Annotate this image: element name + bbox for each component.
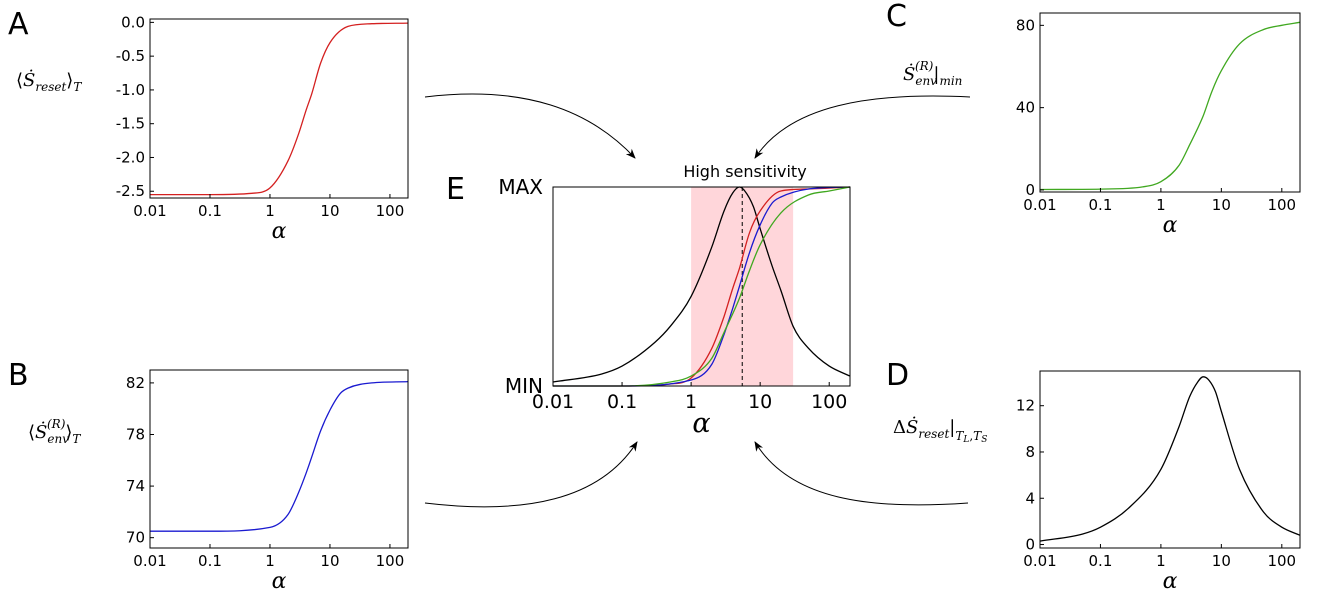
x-tick-label: 0.1 <box>1089 552 1113 570</box>
x-axis-label: α <box>692 408 710 439</box>
x-tick-label: 10 <box>1212 196 1231 214</box>
x-tick-label: 10 <box>320 202 339 220</box>
x-tick-label: 0.01 <box>133 552 166 570</box>
panel-c: 0.01 0.1 1 10 100 80 40 0 α <box>1016 12 1301 238</box>
series-line-green <box>553 186 851 387</box>
y-tick-label: MAX <box>498 175 543 199</box>
x-tick-label: 1 <box>685 391 697 413</box>
plot-frame <box>149 369 409 549</box>
x-axis-label: α <box>1163 213 1178 238</box>
panel-a: 0.01 0.1 1 10 100 0.0 -0.5 -1.0 -1.5 -2.0 -2.5 α <box>116 13 409 244</box>
x-tick-label: 100 <box>376 202 405 220</box>
x-tick-label: 1 <box>1156 552 1166 570</box>
x-tick-label: 0.01 <box>532 391 574 413</box>
x-tick-label: 0.1 <box>607 391 637 413</box>
y-tick-label: -1.0 <box>116 81 145 99</box>
x-tick-label: 10 <box>320 552 339 570</box>
x-tick-label: 0.01 <box>133 202 166 220</box>
y-tick-label: 12 <box>1016 397 1035 415</box>
plot-frame <box>552 186 851 387</box>
ylabel-c: Ṡenv(R)|min <box>903 59 962 88</box>
x-tick-label: 0.1 <box>198 202 222 220</box>
y-tick-label: 0 <box>1025 181 1035 199</box>
x-tick-label: 10 <box>748 391 772 413</box>
x-tick-label: 0.01 <box>1023 552 1056 570</box>
y-tick-label: -2.5 <box>116 182 145 200</box>
y-tick-label: 70 <box>126 529 145 547</box>
panel-d: 0.01 0.1 1 10 100 12 8 4 0 α <box>1016 370 1301 592</box>
y-tick-label: -1.5 <box>116 115 145 133</box>
chart-panels: 0.01 0.1 1 10 1000.0-0.5-1.0-1.5-2.0-2.5α0.0… <box>116 12 1301 592</box>
x-tick-label: 0.1 <box>1089 196 1113 214</box>
panel-letter-e: E <box>446 172 465 207</box>
ylabel-a: ⟨Ṡreset⟩T <box>16 68 82 94</box>
x-tick-label: 100 <box>376 552 405 570</box>
arrow-d-to-e <box>754 441 969 506</box>
panel-e: 0.01 0.1 1 10 100 MAX MIN α High sensitivity <box>498 162 851 439</box>
series-line-blue <box>150 380 409 532</box>
x-axis-label: α <box>272 219 287 244</box>
y-tick-label: 4 <box>1025 489 1035 507</box>
plot-frame <box>1039 370 1301 549</box>
x-tick-label: 10 <box>1212 552 1231 570</box>
arrow-a-to-e <box>424 93 636 159</box>
ylabel-b: ⟨Ṡenv(R)⟩T <box>28 417 81 446</box>
arrow-c-to-e <box>754 95 971 159</box>
ylabel-d: ΔṠreset|TL,TS <box>893 415 987 445</box>
series-line-black <box>1039 376 1301 542</box>
arrow-b-to-e <box>424 441 638 508</box>
y-tick-label: 80 <box>1016 16 1035 34</box>
y-tick-label: 74 <box>126 477 145 495</box>
x-tick-label: 100 <box>1267 196 1296 214</box>
series-line-blue <box>553 186 851 387</box>
plot-frame <box>149 18 409 199</box>
y-tick-label: 40 <box>1016 99 1035 117</box>
series-line-green <box>1039 21 1301 191</box>
panel-b: 0.01 0.1 1 10 100 82 78 74 70 α <box>126 369 409 592</box>
x-tick-label: 100 <box>1267 552 1296 570</box>
x-tick-label: 0.01 <box>1023 196 1056 214</box>
x-tick-label: 0.1 <box>198 552 222 570</box>
y-tick-label: 82 <box>126 374 145 392</box>
y-tick-label: 78 <box>126 425 145 443</box>
x-tick-label: 1 <box>265 202 275 220</box>
series-line-red <box>149 22 409 196</box>
x-axis-label: α <box>272 569 287 592</box>
y-tick-label: 0.0 <box>121 13 145 31</box>
panel-letter-c: C <box>886 0 907 34</box>
y-tick-label: -2.0 <box>116 148 145 166</box>
x-axis-label: α <box>1163 569 1178 592</box>
plot-frame <box>1039 12 1301 193</box>
high-sensitivity-annotation: High sensitivity <box>683 162 806 181</box>
y-tick-label: MIN <box>505 374 543 398</box>
x-tick-label: 1 <box>265 552 275 570</box>
x-tick-label: 100 <box>811 391 847 413</box>
panel-letter-d: D <box>886 358 909 393</box>
panel-letter-b: B <box>8 358 29 393</box>
y-tick-label: 0 <box>1025 536 1035 554</box>
x-tick-label: 1 <box>1156 196 1166 214</box>
panel-letter-a: A <box>8 7 29 42</box>
y-tick-label: 8 <box>1025 443 1035 461</box>
y-tick-label: -0.5 <box>116 47 145 65</box>
